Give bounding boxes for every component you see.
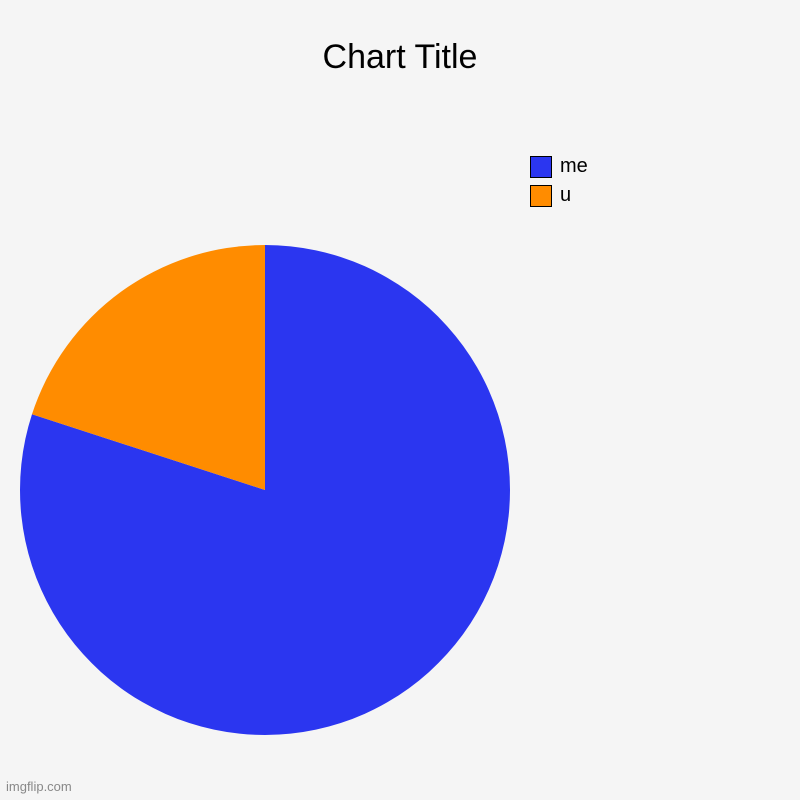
legend-swatch-u — [530, 185, 552, 207]
legend: me u — [530, 155, 588, 213]
chart-title: Chart Title — [0, 38, 800, 77]
pie-chart — [20, 245, 510, 735]
legend-label-u: u — [560, 184, 571, 207]
legend-item-me: me — [530, 155, 588, 178]
legend-label-me: me — [560, 155, 588, 178]
watermark: imgflip.com — [6, 779, 72, 794]
legend-swatch-me — [530, 156, 552, 178]
legend-item-u: u — [530, 184, 588, 207]
